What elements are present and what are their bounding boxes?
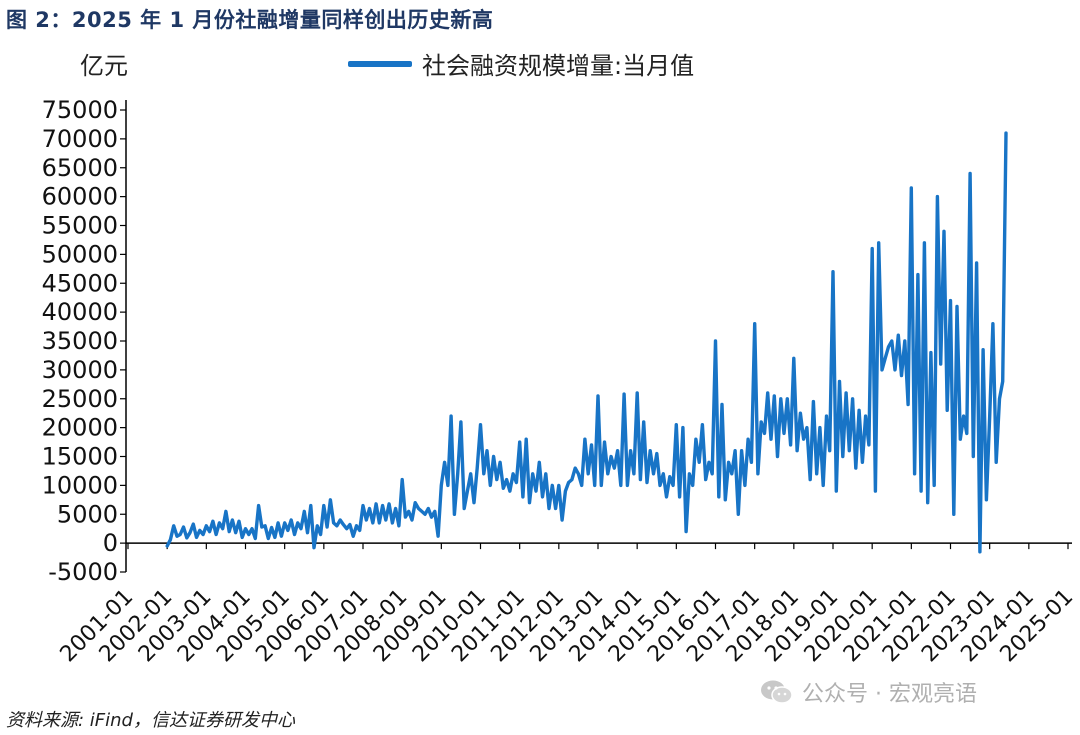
watermark: 公众号 · 宏观亮语 [760,676,977,708]
x-axis-ticks: 2001-012002-012003-012004-012005-012006-… [56,543,1078,667]
y-tick-label: 45000 [42,269,118,297]
legend-label: 社会融资规模增量:当月值 [422,52,695,80]
wechat-icon [761,680,793,704]
watermark-text: 公众号 · 宏观亮语 [802,682,977,707]
y-tick-label: 60000 [42,183,118,211]
y-tick-label: 30000 [42,356,118,384]
y-tick-label: 25000 [42,385,118,413]
series-line-0 [165,131,1008,554]
series-group [165,131,1008,554]
y-tick-label: 40000 [42,298,118,326]
y-tick-label: 5000 [57,500,118,528]
y-tick-label: 20000 [42,414,118,442]
y-tick-label: 55000 [42,212,118,240]
y-axis-ticks: 7500070000650006000055000500004500040000… [42,96,126,586]
y-tick-label: 35000 [42,327,118,355]
y-tick-label: 75000 [42,96,118,124]
y-tick-label: 10000 [42,471,118,499]
y-tick-label: 0 [103,529,118,557]
y-tick-label: 65000 [42,154,118,182]
y-axis-unit-label: 亿元 [80,52,128,80]
figure-title: 图 2：2025 年 1 月份社融增量同样创出历史新高 [6,8,494,32]
y-tick-label: 50000 [42,240,118,268]
axes [125,100,1072,572]
legend: 社会融资规模增量:当月值 [348,46,694,81]
source-note: 资料来源: iFind，信达证券研发中心 [6,710,295,731]
legend-swatch [348,60,412,67]
y-tick-label: 15000 [42,443,118,471]
y-tick-label: -5000 [48,558,118,586]
y-tick-label: 70000 [42,125,118,153]
